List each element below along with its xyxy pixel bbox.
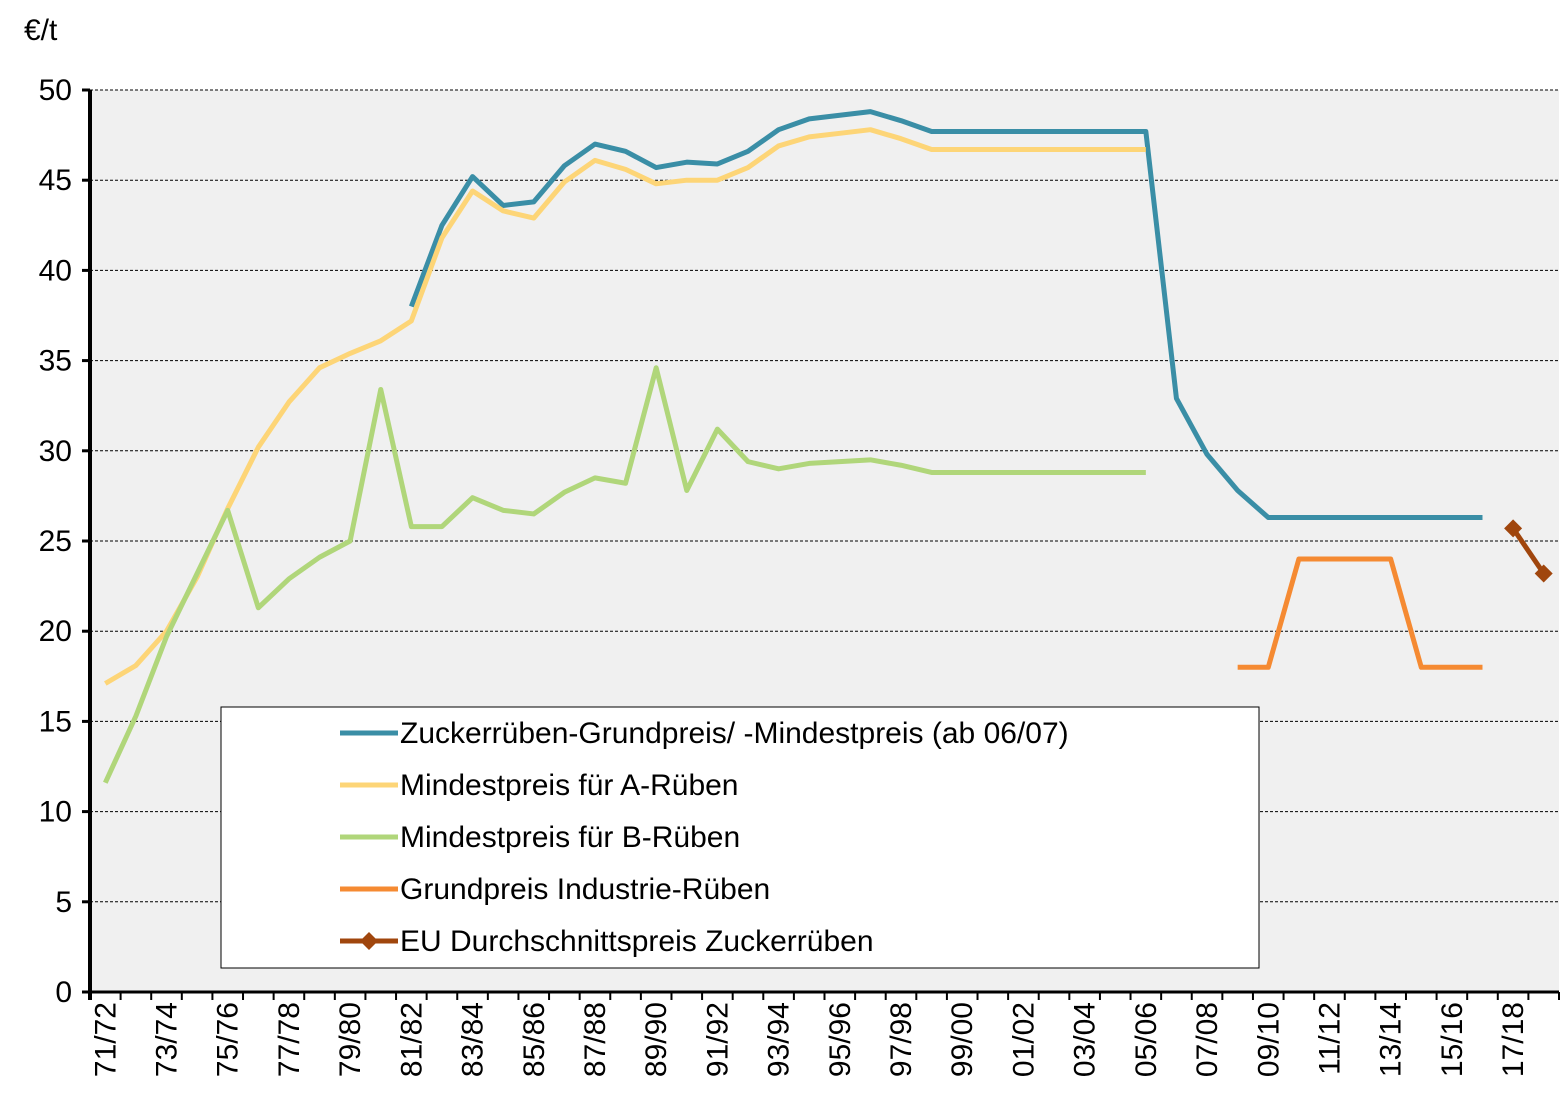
series-marker [1534, 564, 1553, 583]
x-tick-label: 99/00 [946, 1002, 979, 1077]
x-tick-label: 09/10 [1252, 1002, 1285, 1077]
x-tick-label: 01/02 [1007, 1002, 1040, 1077]
x-tick-label: 17/18 [1497, 1002, 1530, 1077]
x-tick-label: 97/98 [885, 1002, 918, 1077]
y-tick-label: 40 [39, 254, 72, 287]
y-tick-label: 30 [39, 435, 72, 468]
y-tick-label: 35 [39, 345, 72, 378]
x-tick-label: 95/96 [824, 1002, 857, 1077]
y-tick-label: 50 [39, 74, 72, 107]
series-line [103, 365, 1146, 784]
series-line [409, 109, 1483, 521]
y-axis-title: €/t [24, 14, 58, 47]
y-tick-label: 10 [39, 796, 72, 829]
y-tick-label: 5 [55, 886, 72, 919]
legend-label: Mindestpreis für B-Rüben [400, 821, 740, 854]
x-tick-label: 13/14 [1375, 1002, 1408, 1077]
y-tick-label: 45 [39, 164, 72, 197]
y-tick-label: 25 [39, 525, 72, 558]
series-line [1237, 556, 1483, 670]
x-tick-label: 87/88 [579, 1002, 612, 1077]
y-tick-label: 0 [55, 976, 72, 1009]
x-tick-label: 03/04 [1069, 1002, 1102, 1077]
x-tick-label: 71/72 [89, 1002, 122, 1077]
y-tick-label: 15 [39, 705, 72, 738]
x-tick-label: 85/86 [518, 1002, 551, 1077]
legend-label: EU Durchschnittspreis Zuckerrüben [400, 925, 874, 958]
x-tick-label: 79/80 [334, 1002, 367, 1077]
x-tick-label: 89/90 [640, 1002, 673, 1077]
x-tick-label: 93/94 [763, 1002, 796, 1077]
legend-label: Zuckerrüben-Grundpreis/ -Mindestpreis (a… [400, 717, 1069, 750]
series-line [104, 127, 1146, 686]
series-marker [1504, 519, 1523, 538]
x-tick-label: 83/84 [457, 1002, 490, 1077]
x-tick-label: 75/76 [212, 1002, 245, 1077]
x-tick-label: 11/12 [1313, 1002, 1346, 1075]
legend-marker [360, 932, 378, 950]
y-tick-label: 20 [39, 615, 72, 648]
x-tick-label: 73/74 [151, 1002, 184, 1077]
series-line [1511, 526, 1546, 575]
x-tick-label: 15/16 [1436, 1002, 1469, 1077]
legend-label: Grundpreis Industrie-Rüben [400, 873, 770, 906]
x-tick-label: 77/78 [273, 1002, 306, 1077]
x-tick-label: 91/92 [701, 1002, 734, 1077]
legend-label: Mindestpreis für A-Rüben [400, 769, 739, 802]
x-tick-label: 05/06 [1130, 1002, 1163, 1077]
x-tick-label: 81/82 [395, 1002, 428, 1077]
x-tick-label: 07/08 [1191, 1002, 1224, 1077]
